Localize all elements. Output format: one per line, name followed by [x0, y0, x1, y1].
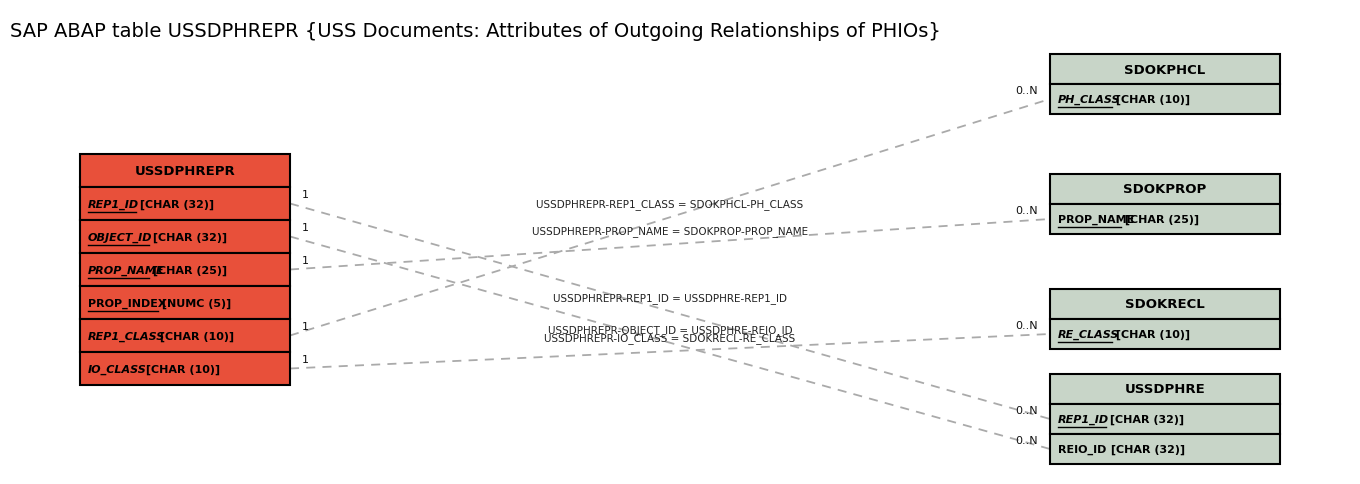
Text: [CHAR (25)]: [CHAR (25)] — [150, 265, 227, 275]
Bar — [80, 254, 290, 287]
Text: USSDPHREPR-PROP_NAME = SDOKPROP-PROP_NAME: USSDPHREPR-PROP_NAME = SDOKPROP-PROP_NAM… — [532, 226, 808, 237]
Text: USSDPHREPR-REP1_ID = USSDPHRE-REP1_ID: USSDPHREPR-REP1_ID = USSDPHRE-REP1_ID — [554, 293, 787, 303]
Bar — [1050, 205, 1280, 235]
Bar — [1050, 434, 1280, 464]
Bar — [1050, 319, 1280, 349]
Text: IO_CLASS: IO_CLASS — [88, 363, 147, 374]
Bar — [1050, 85, 1280, 115]
Text: REP1_ID: REP1_ID — [1058, 414, 1110, 424]
Text: USSDPHREPR-OBJECT_ID = USSDPHRE-REIO_ID: USSDPHREPR-OBJECT_ID = USSDPHRE-REIO_ID — [548, 324, 793, 335]
Bar — [80, 188, 290, 221]
Text: [CHAR (10)]: [CHAR (10)] — [156, 331, 234, 341]
Text: 0..N: 0..N — [1016, 435, 1038, 445]
Text: 1: 1 — [302, 190, 309, 200]
Text: 1: 1 — [302, 223, 309, 233]
Bar — [1050, 374, 1280, 404]
Text: [CHAR (10)]: [CHAR (10)] — [1112, 329, 1190, 339]
Text: REIO_ID: REIO_ID — [1058, 444, 1107, 454]
Bar — [1050, 175, 1280, 205]
Bar — [1050, 404, 1280, 434]
Text: SDOKPHCL: SDOKPHCL — [1125, 63, 1205, 76]
Bar — [1050, 289, 1280, 319]
Text: RE_CLASS: RE_CLASS — [1058, 329, 1119, 339]
Text: USSDPHREPR-IO_CLASS = SDOKRECL-RE_CLASS: USSDPHREPR-IO_CLASS = SDOKRECL-RE_CLASS — [544, 333, 796, 344]
Text: [CHAR (32)]: [CHAR (32)] — [136, 199, 214, 209]
Text: [NUMC (5)]: [NUMC (5)] — [158, 298, 231, 308]
Bar — [80, 352, 290, 385]
Text: 0..N: 0..N — [1016, 405, 1038, 415]
Text: SDOKRECL: SDOKRECL — [1125, 298, 1205, 311]
Text: SDOKPROP: SDOKPROP — [1123, 183, 1206, 196]
Text: 1: 1 — [302, 355, 309, 365]
Text: [CHAR (10)]: [CHAR (10)] — [1112, 95, 1190, 105]
Bar — [80, 221, 290, 254]
Text: 0..N: 0..N — [1016, 86, 1038, 96]
Text: [CHAR (32)]: [CHAR (32)] — [1106, 414, 1183, 424]
Bar — [1050, 55, 1280, 85]
Text: [CHAR (10)]: [CHAR (10)] — [143, 363, 220, 374]
Bar — [80, 287, 290, 319]
Text: 1: 1 — [302, 322, 309, 332]
Text: PROP_NAME: PROP_NAME — [1058, 214, 1134, 225]
Text: OBJECT_ID: OBJECT_ID — [88, 232, 152, 242]
Text: SAP ABAP table USSDPHREPR {USS Documents: Attributes of Outgoing Relationships o: SAP ABAP table USSDPHREPR {USS Documents… — [10, 22, 941, 41]
Text: 0..N: 0..N — [1016, 206, 1038, 215]
Text: [CHAR (32)]: [CHAR (32)] — [150, 232, 227, 242]
Text: REP1_CLASS: REP1_CLASS — [88, 331, 166, 341]
Text: 0..N: 0..N — [1016, 320, 1038, 330]
Text: [CHAR (25)]: [CHAR (25)] — [1121, 214, 1200, 225]
Text: USSDPHRE: USSDPHRE — [1125, 383, 1205, 396]
Bar — [80, 319, 290, 352]
Text: PROP_INDEX: PROP_INDEX — [88, 298, 166, 308]
Text: PH_CLASS: PH_CLASS — [1058, 95, 1121, 105]
Text: USSDPHREPR-REP1_CLASS = SDOKPHCL-PH_CLASS: USSDPHREPR-REP1_CLASS = SDOKPHCL-PH_CLAS… — [536, 199, 804, 210]
Text: REP1_ID: REP1_ID — [88, 199, 139, 209]
Text: [CHAR (32)]: [CHAR (32)] — [1107, 444, 1185, 454]
Bar — [80, 155, 290, 188]
Text: USSDPHREPR: USSDPHREPR — [135, 165, 235, 178]
Text: 1: 1 — [302, 256, 309, 266]
Text: PROP_NAME: PROP_NAME — [88, 265, 165, 275]
